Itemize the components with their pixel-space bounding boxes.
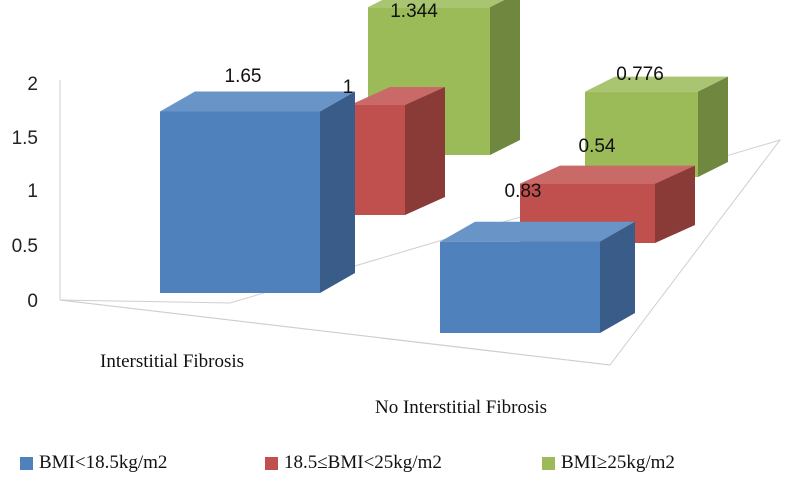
bar-side <box>490 0 520 155</box>
legend-item: 18.5≤BMI<25kg/m2 <box>265 452 442 474</box>
bar-side <box>405 87 445 215</box>
bar-top <box>520 165 695 184</box>
bar-side <box>600 221 635 333</box>
bar-side <box>320 91 355 293</box>
bar <box>585 91 698 177</box>
y-tick-label: 0.5 <box>12 236 38 257</box>
bar-top <box>350 87 445 105</box>
bars <box>160 0 728 333</box>
legend-swatch <box>542 456 555 470</box>
data-label: 0.54 <box>579 136 616 157</box>
legend-label: BMI<18.5kg/m2 <box>39 452 168 473</box>
legend-label: BMI≥25kg/m2 <box>561 452 675 473</box>
y-axis: 0 0.5 1 1.5 2 <box>12 74 611 366</box>
data-label: 0.776 <box>616 64 664 85</box>
bar-side <box>698 76 728 177</box>
data-label: 0.83 <box>505 181 542 202</box>
data-label: 1.344 <box>390 1 438 22</box>
y-tick-label: 0 <box>27 291 38 312</box>
legend-swatch <box>265 456 278 470</box>
bar-top <box>368 0 505 8</box>
legend-item: BMI≥25kg/m2 <box>542 452 675 474</box>
bar-top <box>160 91 355 112</box>
y-tick-label: 1 <box>27 181 38 202</box>
bar-top <box>585 76 728 92</box>
legend: BMI<18.5kg/m2 18.5≤BMI<25kg/m2 BMI≥25kg/m2 <box>20 452 780 482</box>
category-label: Interstitial Fibrosis <box>100 351 244 372</box>
x-axis-line <box>59 299 611 366</box>
category-label: No Interstitial Fibrosis <box>375 397 547 418</box>
bar-side <box>655 165 695 243</box>
bar-top <box>440 221 635 242</box>
data-labels: 1.65 0.83 1 0.54 1.344 0.776 <box>225 1 664 202</box>
y-tick-label: 1.5 <box>12 128 38 149</box>
y-tick-label: 2 <box>27 74 38 95</box>
data-label: 1 <box>343 77 354 98</box>
legend-label: 18.5≤BMI<25kg/m2 <box>284 452 442 473</box>
data-label: 1.65 <box>225 66 262 87</box>
legend-swatch <box>20 456 33 470</box>
legend-item: BMI<18.5kg/m2 <box>20 452 167 474</box>
bar <box>440 241 600 333</box>
bar <box>350 105 405 215</box>
category-labels: Interstitial Fibrosis No Interstitial Fib… <box>100 351 547 418</box>
bar <box>160 111 320 293</box>
